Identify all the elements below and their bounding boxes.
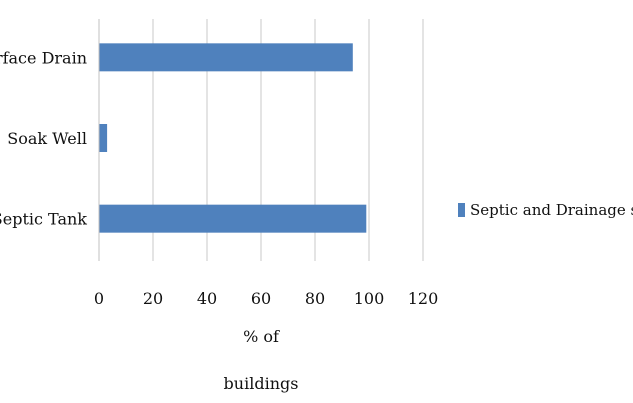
legend-swatch (458, 203, 465, 217)
x-tick-labels: 0 20 40 60 80 100 120 (94, 289, 438, 308)
x-tick-label-60: 60 (251, 289, 271, 308)
x-axis-title-line-1: % of (243, 327, 280, 346)
category-label-soak-well: Soak Well (7, 129, 87, 148)
bars (99, 43, 367, 233)
x-tick-label-40: 40 (197, 289, 217, 308)
x-tick-label-0: 0 (94, 289, 104, 308)
legend-label: Septic and Drainage system (470, 201, 633, 219)
x-tick-label-100: 100 (354, 289, 385, 308)
x-axis-title-line-2: buildings (224, 374, 299, 393)
bar-surface-drain (99, 43, 353, 72)
bar-septic-tank (99, 204, 367, 233)
legend: Septic and Drainage system (458, 201, 633, 219)
category-label-septic-tank: Septic Tank (0, 210, 87, 229)
bar-soak-well (99, 124, 108, 152)
category-label-surface-drain: Surface Drain (0, 48, 87, 67)
category-labels: Surface Drain Soak Well Septic Tank (0, 48, 87, 228)
x-tick-label-20: 20 (143, 289, 163, 308)
x-tick-label-120: 120 (408, 289, 439, 308)
x-tick-label-80: 80 (305, 289, 325, 308)
